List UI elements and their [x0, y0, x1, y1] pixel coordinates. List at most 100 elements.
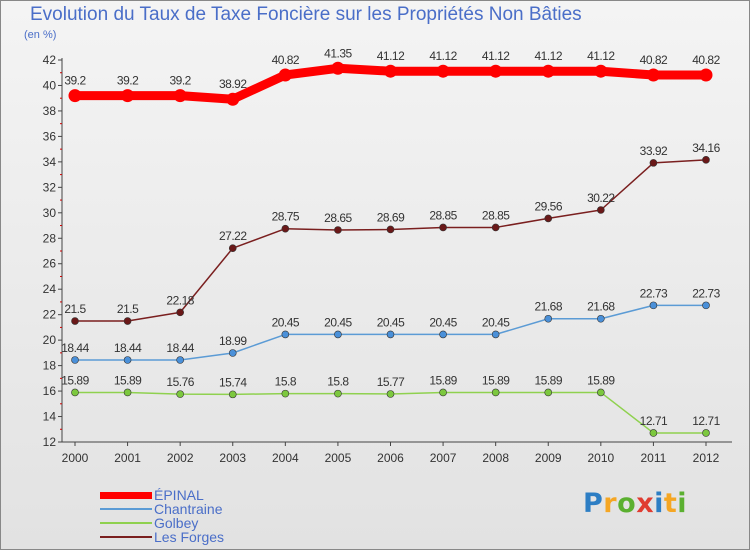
- data-point-chantraine: [702, 301, 710, 310]
- legend-label: Les Forges: [154, 529, 225, 545]
- data-point-golbey: [386, 390, 395, 398]
- data-point-les-forges: [439, 223, 447, 232]
- data-point-pinal: [331, 61, 345, 75]
- data-point-golbey: [334, 389, 342, 398]
- legend-item-golbey: Golbey: [100, 515, 198, 531]
- data-label-les-forges: 27.22: [219, 229, 247, 243]
- legend-label: Chantraine: [154, 501, 223, 517]
- logo-letter: i: [654, 488, 664, 519]
- data-label-les-forges: 30.22: [587, 191, 615, 205]
- unit-label: (en %): [24, 29, 57, 41]
- series-line-golbey: [74, 391, 707, 434]
- data-label-les-forges: 22.18: [166, 293, 194, 307]
- data-point-pinal: [489, 64, 503, 78]
- legend-swatch: [100, 536, 152, 538]
- data-point-les-forges: [228, 244, 237, 252]
- data-label-pinal: 41.12: [534, 49, 562, 63]
- y-tick-label: 28: [43, 231, 57, 245]
- data-point-golbey: [544, 388, 553, 397]
- data-point-pinal: [68, 89, 82, 103]
- data-point-chantraine: [123, 356, 132, 364]
- data-label-pinal: 39.2: [169, 74, 191, 88]
- data-point-pinal: [699, 68, 713, 82]
- data-point-pinal: [594, 64, 608, 78]
- data-point-pinal: [173, 89, 187, 103]
- data-label-golbey: 15.76: [166, 375, 194, 389]
- data-label-chantraine: 20.45: [482, 315, 510, 329]
- x-tick-label: 2008: [482, 451, 509, 465]
- data-label-chantraine: 22.73: [692, 286, 720, 300]
- data-point-les-forges: [491, 223, 500, 232]
- logo-letter: t: [663, 488, 678, 519]
- x-tick-label: 2001: [114, 451, 141, 465]
- y-tick-label: 16: [43, 384, 57, 398]
- y-tick-label: 30: [43, 206, 57, 220]
- data-label-les-forges: 21.5: [64, 302, 86, 316]
- data-label-golbey: 15.77: [377, 375, 405, 389]
- data-point-chantraine: [491, 330, 500, 339]
- y-tick-label: 32: [43, 180, 57, 194]
- y-tick-label: 18: [43, 359, 57, 373]
- x-tick-label: 2005: [325, 451, 352, 465]
- data-label-golbey: 12.71: [692, 414, 720, 428]
- data-point-chantraine: [334, 330, 342, 339]
- data-label-chantraine: 18.44: [114, 341, 142, 355]
- data-point-chantraine: [71, 356, 79, 364]
- data-label-les-forges: 29.56: [534, 199, 562, 213]
- data-point-chantraine: [439, 330, 447, 339]
- data-label-golbey: 15.89: [534, 373, 562, 387]
- logo-letter: r: [603, 488, 618, 519]
- data-label-pinal: 40.82: [692, 53, 720, 67]
- data-point-chantraine: [649, 301, 658, 310]
- data-point-pinal: [646, 68, 660, 82]
- x-tick-label: 2002: [167, 451, 194, 465]
- data-point-chantraine: [597, 314, 605, 323]
- logo-letter: P: [583, 488, 604, 519]
- data-label-pinal: 41.12: [482, 49, 510, 63]
- y-tick-label: 36: [43, 129, 57, 143]
- data-label-chantraine: 21.68: [587, 300, 615, 314]
- data-point-pinal: [121, 89, 135, 103]
- x-tick-label: 2003: [219, 451, 246, 465]
- data-point-golbey: [281, 389, 290, 398]
- data-point-chantraine: [228, 349, 237, 357]
- data-point-golbey: [439, 388, 447, 397]
- y-tick-label: 22: [43, 308, 57, 322]
- y-tick-label: 42: [43, 53, 57, 67]
- data-label-golbey: 15.89: [587, 373, 615, 387]
- legend-swatch: [100, 491, 152, 499]
- data-point-pinal: [384, 64, 397, 78]
- data-label-les-forges: 28.65: [324, 211, 352, 225]
- data-point-les-forges: [386, 225, 395, 234]
- y-tick-label: 12: [43, 435, 57, 449]
- x-tick-label: 2007: [430, 451, 457, 465]
- logo-letter: i: [677, 488, 688, 519]
- y-tick-label: 20: [43, 333, 57, 347]
- data-label-golbey: 12.71: [640, 414, 668, 428]
- data-label-chantraine: 18.44: [61, 341, 89, 355]
- data-label-pinal: 41.12: [587, 49, 615, 63]
- data-point-les-forges: [334, 226, 342, 234]
- data-point-pinal: [436, 64, 450, 78]
- data-point-golbey: [597, 388, 605, 397]
- data-label-chantraine: 20.45: [272, 315, 300, 329]
- proxiti-logo: Proxiti: [583, 488, 687, 519]
- data-point-les-forges: [176, 308, 184, 317]
- data-point-chantraine: [281, 330, 290, 339]
- y-tick-label: 38: [43, 104, 57, 118]
- x-tick-label: 2004: [272, 451, 299, 465]
- x-tick-label: 2010: [587, 451, 614, 465]
- data-point-les-forges: [702, 156, 710, 164]
- data-label-les-forges: 33.92: [640, 144, 668, 158]
- logo-letter: o: [617, 488, 637, 519]
- y-tick-label: 24: [43, 282, 57, 296]
- data-label-golbey: 15.89: [482, 373, 510, 387]
- y-tick-label: 26: [43, 257, 57, 271]
- data-point-les-forges: [649, 159, 658, 167]
- y-tick-label: 34: [43, 155, 57, 169]
- data-point-pinal: [541, 64, 555, 78]
- data-label-les-forges: 28.85: [429, 208, 457, 222]
- data-label-pinal: 38.92: [219, 77, 247, 91]
- data-point-chantraine: [176, 356, 184, 364]
- data-label-pinal: 40.82: [640, 53, 668, 67]
